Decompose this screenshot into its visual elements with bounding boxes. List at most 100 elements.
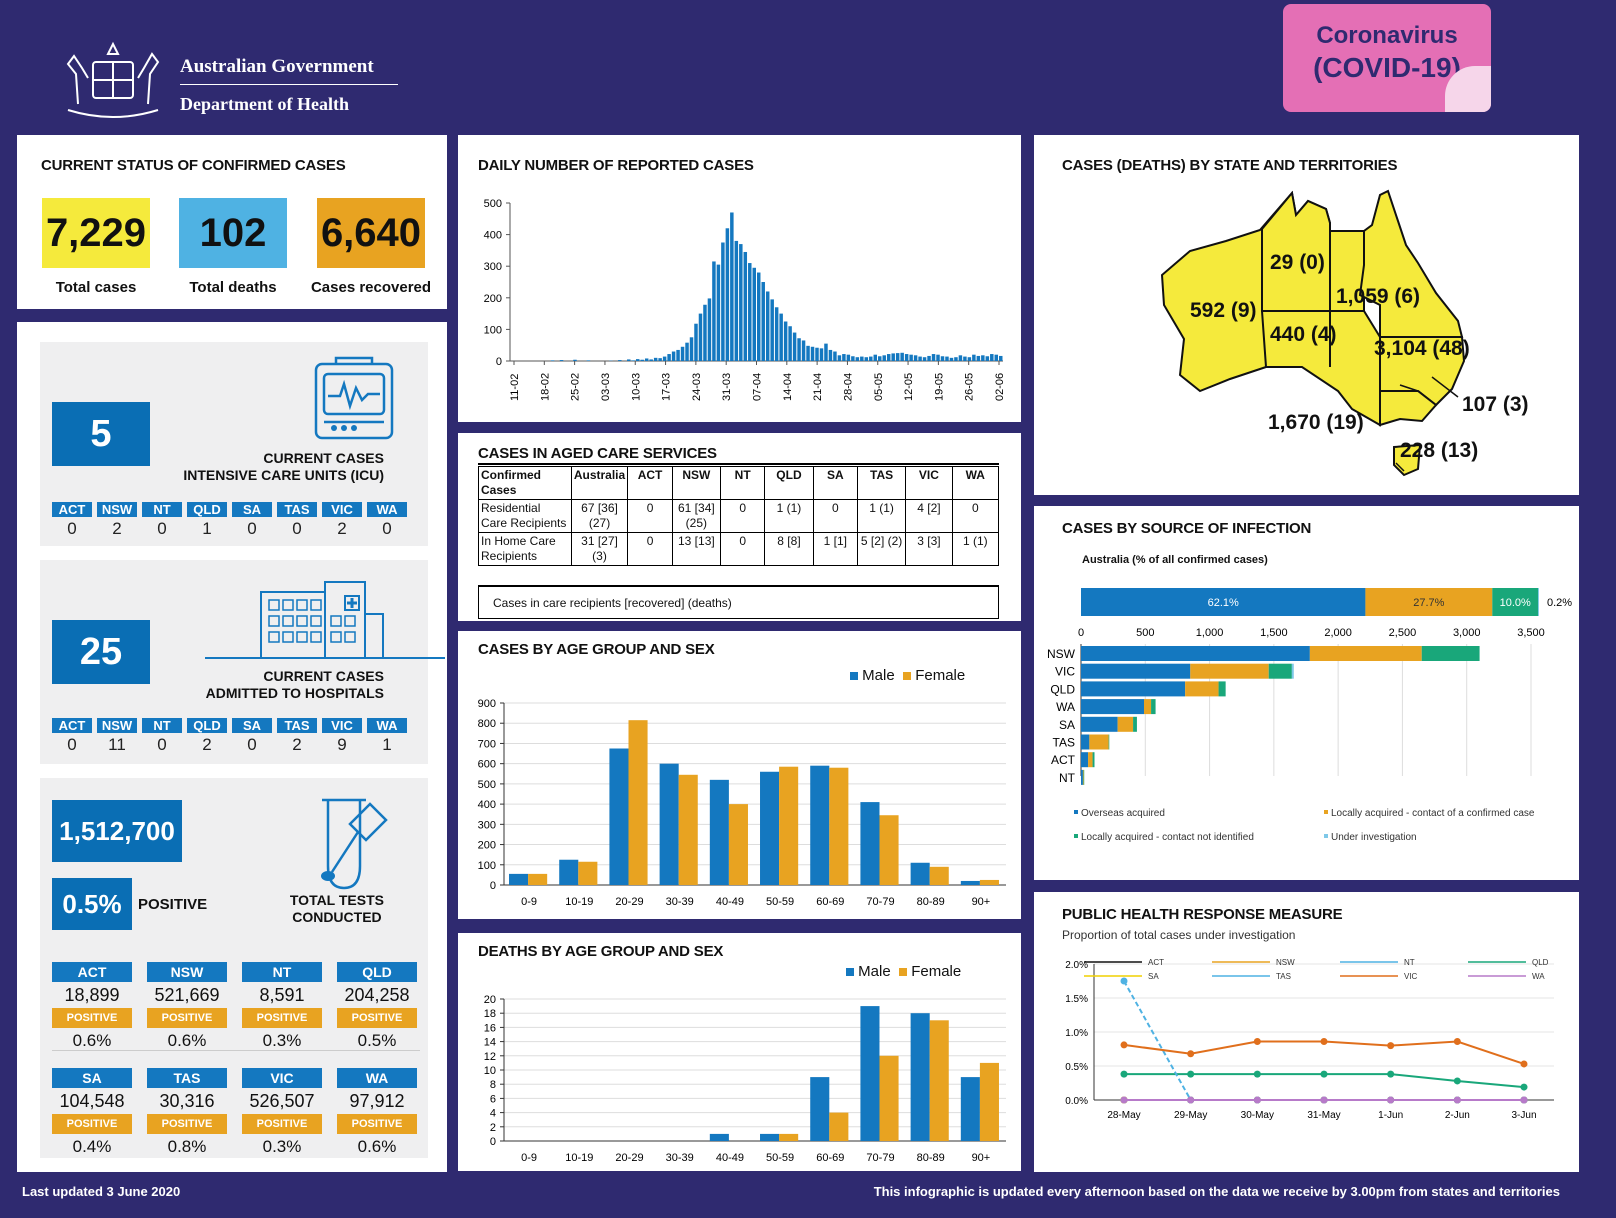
positive-label: POSITIVE [138,896,208,913]
phr-chart: 0.0% 0.5% 1.0% 1.5% 2.0% 28-May 29-May 30-May 31… [1065,958,1554,1121]
phr-point [1387,1042,1395,1050]
positive-pct: 0.6% [167,1031,207,1050]
xtick: 40-49 [716,1152,744,1164]
daily-bar [694,323,698,361]
state-value-nsw: 2 [112,519,122,538]
bar-female [779,766,799,885]
source-subtitle: Australia (% of all confirmed cases) [1082,554,1268,566]
phr-xtick: 28-May [1107,1110,1140,1121]
daily-bar [931,354,936,361]
phr-xtick: 31-May [1307,1110,1340,1121]
state-value-nt: 0 [157,735,167,754]
act-label: 107 (3) [1462,393,1529,416]
age-cases-panel: CASES BY AGE GROUP AND SEX Male Female 0… [458,631,1021,919]
total-deaths-value: 102 [179,198,287,268]
source-title: CASES BY SOURCE OF INFECTION [1062,520,1312,537]
source-legend-label: Locally acquired - contact of a confirme… [1331,808,1535,819]
test-count: 521,669 [154,985,220,1005]
source-bar [1268,663,1292,679]
source-xtick: 2,000 [1324,627,1352,639]
daily-bar [869,356,873,361]
positive-tag: POSITIVE [242,1008,322,1028]
source-legend-label: Overseas acquired [1081,808,1165,819]
phr-point [1120,1041,1128,1049]
daily-bar [765,291,770,361]
state-value-act: 0 [67,519,77,538]
state-value-qld: 2 [202,735,212,754]
daily-bar [640,359,644,361]
daily-ytick: 100 [484,324,502,336]
age-deaths-panel: DEATHS BY AGE GROUP AND SEX Male Female … [458,933,1021,1171]
source-chart: 62.1% 27.7% 10.0% 0.2% 0 500 1,000 1,500 2,000 2,… [1047,588,1572,843]
state-value-qld: 1 [202,519,212,538]
source-category: SA [1059,718,1075,732]
source-bar [1108,734,1110,750]
daily-xtick: 19-05 [933,373,945,401]
daily-bar [792,332,797,361]
daily-bar [833,351,837,361]
positive-pct: 0.6% [72,1031,112,1050]
daily-bar [819,348,824,361]
daily-bar [644,358,649,361]
daily-bar [779,313,783,361]
daily-ytick: 0 [496,356,502,368]
state-tag-tas: TAS [277,502,317,517]
source-xtick: 3,500 [1517,627,1545,639]
daily-bar [985,356,990,361]
state-value-vic: 2 [337,519,347,538]
age-deaths-chart: 0 2 4 6 8 10 12 14 16 18 20 0-9 10-19 20-29 30-39 40-49… [484,994,1006,1164]
aged-header-cell: VIC [905,466,953,500]
pct-segment [1538,588,1539,616]
source-xtick: 1,500 [1260,627,1288,639]
phr-subtitle: Proportion of total cases under investig… [1062,928,1296,942]
total-tests-value: 1,512,700 [52,800,182,862]
coat-of-arms-icon [66,41,160,118]
positive-pct: 0.3% [262,1137,302,1156]
phr-legend-label: TAS [1276,972,1291,981]
source-legend-label: Locally acquired - contact not identifie… [1081,832,1254,843]
bar-female [528,873,548,885]
deaths-legend-male-swatch [846,968,854,976]
source-bar [1081,716,1118,732]
phr-xtick: 3-Jun [1511,1110,1536,1121]
state-value-wa: 1 [382,735,392,754]
bar-female [628,720,648,885]
daily-xtick: 18-02 [539,373,551,401]
total-cases-value: 7,229 [42,198,150,268]
positive-tag: POSITIVE [52,1008,132,1028]
phr-legend-label: NT [1404,958,1415,967]
xtick: 10-19 [565,1152,593,1164]
daily-xtick: 25-02 [570,373,582,401]
test-count: 526,507 [249,1091,315,1111]
daily-bar [882,355,886,361]
phr-point [1120,1070,1128,1078]
daily-xtick: 24-03 [691,373,703,401]
aged-header-cell: Confirmed Cases [478,466,572,500]
tests-caption-line1: TOTAL TESTS [289,892,384,908]
daily-bar [689,337,694,361]
daily-bar [653,357,658,361]
test-state-label: NSW [147,962,227,982]
ytick: 500 [478,779,496,791]
daily-bar [810,346,815,361]
aged-header-cell: NT [720,466,766,500]
daily-xtick: 21-04 [812,373,824,401]
aged-cell: 3 [3] [905,532,953,566]
source-category: NSW [1047,647,1076,661]
source-bar [1144,699,1152,715]
xtick: 60-69 [816,896,844,908]
xtick: 20-29 [615,1152,643,1164]
legend-female: Female [915,667,966,684]
positive-pct: 0.8% [167,1137,207,1156]
daily-bar [635,359,640,361]
daily-bar [649,359,653,361]
positive-pct: 0.4% [72,1137,112,1156]
daily-ytick: 200 [484,293,502,305]
act-leader-line [1431,376,1459,398]
bar-male [559,859,579,885]
aged-cell: 0 [627,499,673,533]
daily-bar [550,360,555,361]
aged-cell: 0 [627,532,673,566]
test-state-label: SA [52,1068,132,1088]
aged-cell: 0 [720,499,766,533]
